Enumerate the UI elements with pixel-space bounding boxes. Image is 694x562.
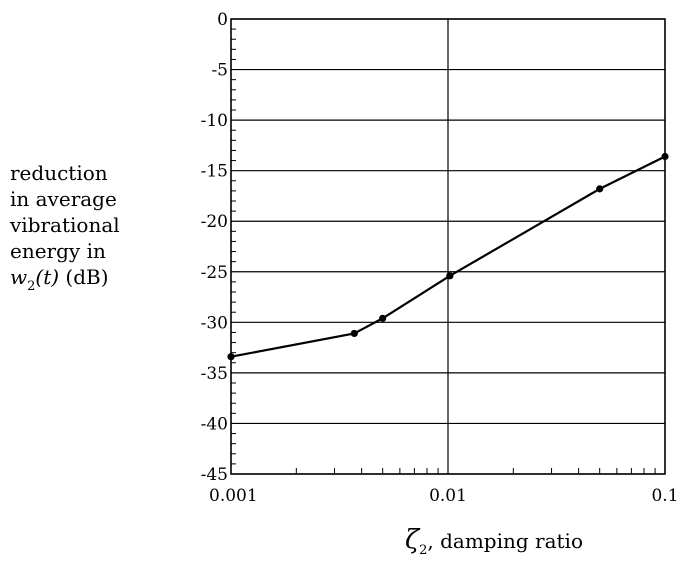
y-tick-labels: 0 -5 -10 -15 -20 -25 -30 -35 -40 -45 bbox=[201, 10, 228, 485]
x-tick-label: 0.1 bbox=[651, 486, 678, 506]
x-axis-label: ζ2, damping ratio bbox=[405, 525, 583, 558]
y-tick-label: -35 bbox=[201, 364, 228, 384]
y-label-line-3: vibrational bbox=[10, 213, 120, 237]
y-tick-label: -10 bbox=[201, 111, 228, 131]
x-tick-label: 0.01 bbox=[429, 486, 467, 506]
y-tick-label: -25 bbox=[201, 263, 228, 283]
y-axis-label: reduction in average vibrational energy … bbox=[10, 160, 160, 294]
y-label-subscript: 2 bbox=[27, 279, 36, 294]
y-label-argument: (t) bbox=[35, 265, 60, 289]
x-label-subscript: 2 bbox=[419, 543, 428, 558]
plot-frame bbox=[230, 18, 666, 475]
data-point bbox=[350, 329, 358, 338]
y-tick-label: -40 bbox=[201, 414, 228, 434]
y-label-line-2: in average bbox=[10, 187, 117, 211]
series-line bbox=[230, 155, 666, 358]
data-point bbox=[446, 272, 454, 280]
data-point bbox=[379, 314, 387, 322]
y-tick-label: -30 bbox=[201, 313, 228, 333]
data-point bbox=[227, 353, 235, 361]
grid-lines bbox=[230, 18, 666, 475]
data-point bbox=[596, 185, 604, 193]
y-label-variable: w bbox=[10, 265, 28, 289]
y-tick-label: -5 bbox=[211, 61, 228, 81]
data-point bbox=[661, 152, 669, 161]
y-label-line-5: w2(t) (dB) bbox=[10, 264, 160, 294]
series-layer bbox=[227, 152, 669, 361]
y-tick-label: 0 bbox=[217, 10, 228, 30]
minor-ticks bbox=[231, 28, 656, 474]
y-label-line-4: energy in bbox=[10, 239, 106, 263]
x-label-symbol: ζ bbox=[405, 525, 420, 555]
x-tick-label: 0.001 bbox=[209, 486, 258, 506]
y-tick-label: -20 bbox=[201, 212, 228, 232]
x-label-text: , damping ratio bbox=[427, 529, 583, 553]
y-label-line-1: reduction bbox=[10, 161, 108, 185]
y-tick-label: -45 bbox=[201, 465, 228, 485]
y-tick-label: -15 bbox=[201, 162, 228, 182]
x-tick-labels: 0.001 0.01 0.1 bbox=[209, 486, 679, 506]
y-label-unit: (dB) bbox=[59, 265, 109, 289]
